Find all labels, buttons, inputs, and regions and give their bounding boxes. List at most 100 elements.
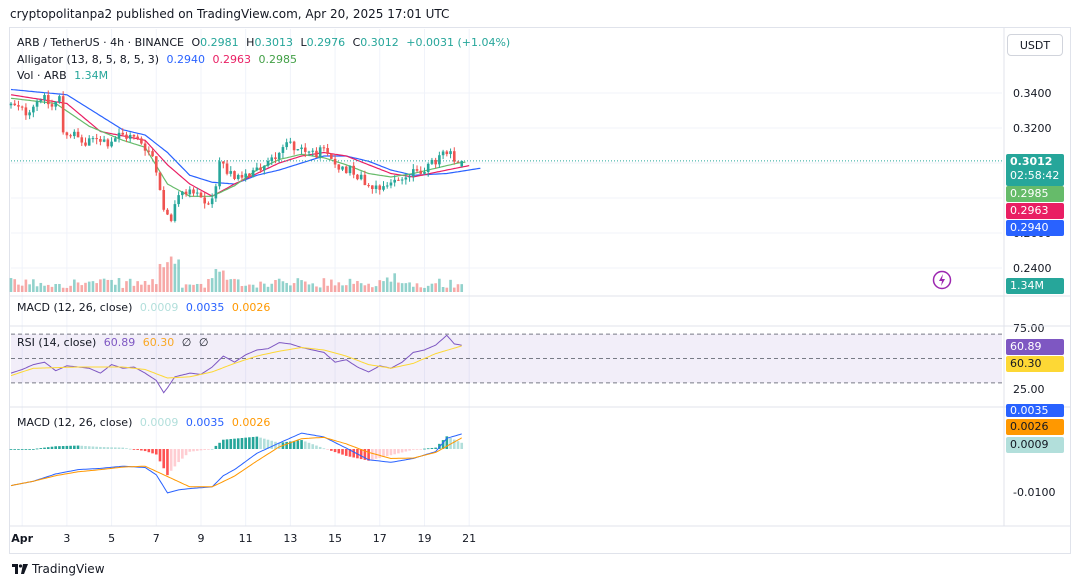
candle-body xyxy=(184,191,188,195)
volume-bar xyxy=(292,283,296,292)
macd-hist-bar xyxy=(225,439,229,449)
candle-body xyxy=(274,157,277,160)
candle-body xyxy=(412,169,415,177)
candle-body xyxy=(166,209,169,215)
volume-bar xyxy=(192,284,195,292)
rsi-legend[interactable]: RSI (14, close) 60.89 60.30 ∅ ∅ xyxy=(17,336,212,349)
close-value: 0.3012 xyxy=(360,36,399,49)
candle-body xyxy=(441,151,445,156)
volume-bar xyxy=(177,259,180,292)
macd-hist-bar xyxy=(166,449,169,476)
macd-hist-bar xyxy=(236,438,240,449)
macd2-label: MACD (12, 26, close) xyxy=(17,416,133,429)
macd-hist-bar xyxy=(110,447,113,449)
macd-hist-bar xyxy=(359,449,363,460)
macd-hist-bar xyxy=(393,449,396,455)
candle-body xyxy=(255,167,259,171)
volume-bar xyxy=(50,286,54,292)
time-tick-label: Apr xyxy=(11,532,33,545)
symbol-title[interactable]: ARB / TetherUS · 4h · BINANCE xyxy=(17,36,184,49)
volume-bar xyxy=(348,278,352,292)
macd-hist-bar xyxy=(218,442,221,449)
macd-hist-bar xyxy=(303,441,307,449)
macd-hist-bar xyxy=(73,445,76,449)
alligator-teeth-value: 0.2963 xyxy=(212,53,252,66)
macd-legend[interactable]: MACD (12, 26, close) 0.0009 0.0035 0.002… xyxy=(17,416,274,429)
macd2-line-value: 0.0035 xyxy=(185,416,225,429)
close-price-tag-value: 0.3012 xyxy=(1010,155,1053,168)
volume-legend[interactable]: Vol · ARB 1.34M xyxy=(17,69,112,82)
rsi-empty-2: ∅ xyxy=(198,336,209,349)
volume-bar xyxy=(281,281,285,292)
macd-hist-bar xyxy=(58,446,61,449)
candle-body xyxy=(154,156,158,173)
macd-hist-bar xyxy=(140,449,143,451)
candle-body xyxy=(136,136,139,139)
candle-body xyxy=(181,191,184,196)
candle-body xyxy=(35,101,39,107)
macd-hist-bar xyxy=(441,440,445,449)
macd-legend-top[interactable]: MACD (12, 26, close) 0.0009 0.0035 0.002… xyxy=(17,301,274,314)
time-tick-label: 9 xyxy=(197,532,204,545)
rsi-tag: 60.89 xyxy=(1006,339,1064,355)
macd-hist-bar xyxy=(337,449,341,454)
macd-hist-bar xyxy=(143,449,147,452)
macd-hist-bar xyxy=(102,447,106,449)
volume-bar xyxy=(173,263,177,292)
candle-body xyxy=(382,186,385,190)
volume-bar xyxy=(54,284,57,292)
volume-bar xyxy=(452,287,456,292)
alligator-legend[interactable]: Alligator (13, 8, 5, 8, 5, 3) 0.2940 0.2… xyxy=(17,53,301,66)
macd-hist-bar xyxy=(259,437,262,449)
alligator-jaw-value: 0.2940 xyxy=(166,53,206,66)
candle-body xyxy=(192,189,195,194)
macd-hist-bar xyxy=(154,449,158,455)
volume-bar xyxy=(140,284,143,292)
macd-hist-bar xyxy=(315,445,318,449)
low-label: L xyxy=(300,36,307,49)
macd-hist-bar xyxy=(426,448,430,450)
candle-body xyxy=(73,131,76,137)
volume-bar xyxy=(13,279,17,292)
macd-hist-bar xyxy=(28,449,31,450)
volume-bar xyxy=(244,285,247,292)
volume-bar xyxy=(147,284,151,292)
macd-hist-bar xyxy=(251,436,255,449)
candle-body xyxy=(218,161,221,187)
volume-bar xyxy=(307,284,311,292)
macd-hist-bar xyxy=(39,448,43,449)
currency-button[interactable]: USDT xyxy=(1007,34,1063,56)
macd-hist-bar xyxy=(389,449,393,456)
volume-bar xyxy=(441,287,445,292)
volume-bar xyxy=(341,285,344,292)
macd-tag: 0.0035 xyxy=(1006,404,1064,417)
candle-body xyxy=(445,151,449,155)
time-tick-label: 15 xyxy=(328,532,342,545)
macd-hist-bar xyxy=(322,448,326,450)
volume-bar xyxy=(35,286,39,292)
volume-bar xyxy=(91,281,95,292)
macd-hist-bar xyxy=(430,447,434,449)
macd-hist-bar xyxy=(106,447,110,449)
volume-bar xyxy=(296,278,300,292)
candle-body xyxy=(173,204,177,221)
macd-hist-bar xyxy=(177,449,180,463)
candle-body xyxy=(128,134,132,139)
rsi-tick-label: 75.00 xyxy=(1013,322,1045,335)
candle-body xyxy=(91,138,95,140)
open-label: O xyxy=(191,36,201,49)
candle-body xyxy=(162,189,166,210)
macd-hist-value: 0.0009 xyxy=(139,301,179,314)
candle-body xyxy=(456,161,460,163)
candle-body xyxy=(330,153,333,159)
volume-bar xyxy=(393,273,396,292)
lightning-icon[interactable] xyxy=(932,270,952,290)
volume-bar xyxy=(408,282,411,292)
alligator-lips-line xyxy=(10,97,466,197)
volume-bar xyxy=(76,282,80,292)
price-tick-label: 0.3200 xyxy=(1013,122,1052,135)
volume-bar xyxy=(236,279,240,292)
time-tick-label: 7 xyxy=(153,532,160,545)
candle-body xyxy=(374,185,378,190)
